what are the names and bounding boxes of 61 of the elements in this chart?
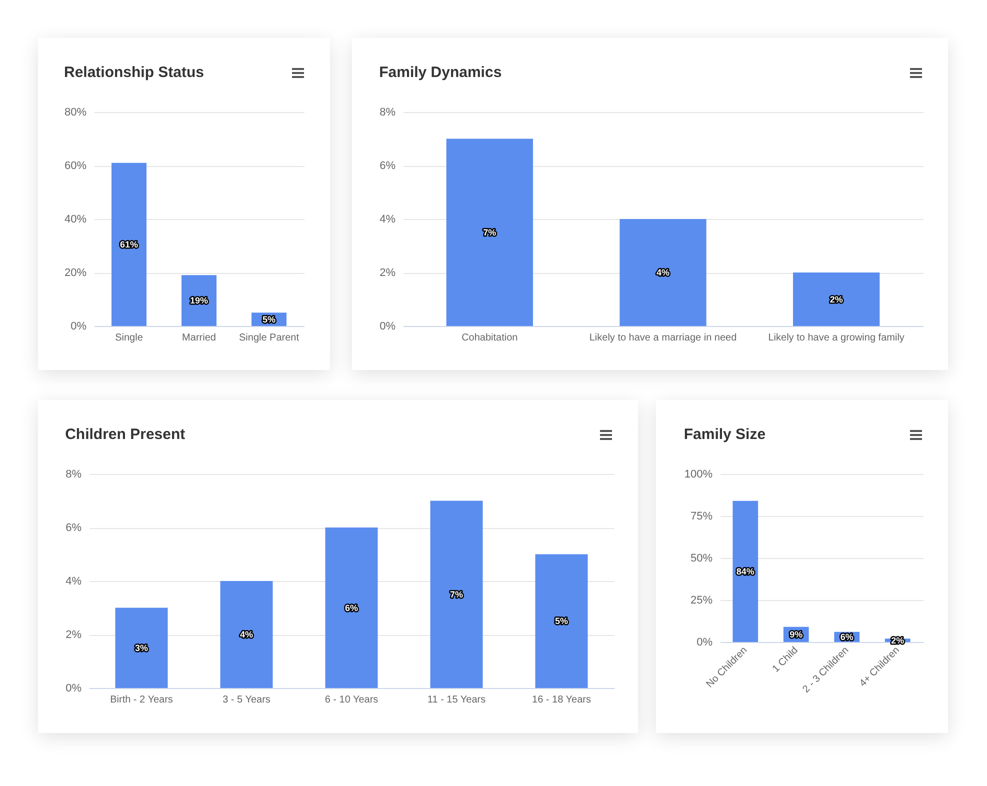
bar [430,500,483,688]
x-tick-label: Likely to have a marriage in need [589,332,737,344]
y-tick-label: 25% [690,594,713,606]
x-tick-label: 3 - 5 Years [222,694,270,706]
x-tick-label: Single [115,332,144,344]
y-tick-label: 6% [66,522,82,534]
data-label: 2% [830,294,843,304]
y-tick-label: 8% [66,468,82,480]
y-tick-label: 0% [66,682,82,694]
x-tick-label: Likely to have a growing family [768,332,904,344]
data-label: 19% [190,296,208,306]
x-tick-label: Married [182,332,216,344]
bar [182,275,216,326]
bar [446,138,533,326]
chart-title: Children Present [65,426,186,443]
bar [325,528,378,688]
y-tick-label: 80% [64,106,87,118]
bar [220,581,273,688]
x-tick-label: 11 - 15 Years [427,694,486,706]
x-tick-label: Birth - 2 Years [110,694,173,706]
x-tick-label: 6 - 10 Years [324,694,378,706]
data-label: 6% [344,602,358,613]
data-label: 4% [656,268,670,278]
data-label: 84% [736,566,754,576]
bar [112,162,146,326]
data-label: 7% [483,227,496,238]
bar [793,272,880,326]
x-tick-label: Single Parent [238,332,300,344]
chart-title: Family Dynamics [379,64,502,81]
data-label: 6% [840,632,854,642]
bar [620,219,706,326]
data-label: 9% [790,629,803,640]
y-tick-label: 75% [690,510,713,522]
y-tick-label: 6% [380,160,396,172]
bar [115,608,168,688]
y-tick-label: 4% [380,214,396,226]
data-label: 61% [120,239,138,250]
y-tick-label: 0% [380,320,396,332]
data-label: 5% [554,616,568,626]
y-tick-label: 0% [696,636,713,648]
y-tick-label: 60% [64,160,87,172]
data-label: 5% [262,314,276,324]
bar [732,500,758,642]
y-tick-label: 2% [380,267,396,279]
chart-title: Family Size [684,426,766,443]
x-tick-label: Cohabitation [462,332,518,344]
y-tick-label: 4% [66,576,82,588]
y-tick-label: 2% [66,629,82,641]
bar [535,554,588,688]
data-label: 3% [134,642,148,653]
x-tick-label: 16 - 18 Years [532,694,591,706]
y-tick-label: 40% [64,214,87,226]
y-tick-label: 8% [380,106,396,118]
chart-title: Relationship Status [64,64,204,81]
y-tick-label: 0% [70,320,87,332]
y-tick-label: 20% [64,267,87,279]
y-tick-label: 100% [684,468,713,480]
data-label: 7% [450,589,464,600]
data-label: 2% [891,635,904,646]
data-label: 4% [240,630,254,640]
y-tick-label: 50% [690,552,713,564]
